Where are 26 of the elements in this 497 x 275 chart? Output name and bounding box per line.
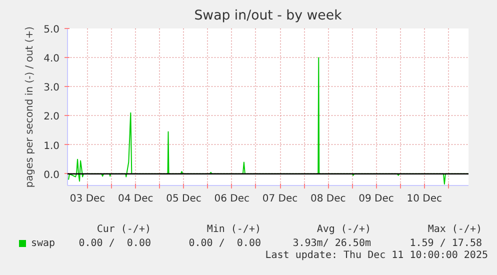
x-tick-label: 08 Dec: [310, 194, 346, 204]
y-axis-title: pages per second in (-) / out (+): [24, 26, 36, 188]
x-tick-label: 03 Dec: [70, 194, 106, 204]
text: 0.00 / 0.00: [188, 238, 261, 249]
chart-title: Swap in/out - by week: [194, 8, 342, 24]
x-tick-label: 10 Dec: [406, 194, 442, 204]
text: Min (-/+): [206, 224, 261, 235]
text: Avg (-/+): [316, 224, 371, 235]
y-tick-label: 2.0: [44, 112, 60, 123]
legend-label: swap: [31, 238, 56, 250]
text: Last update: Thu Dec 11 10:00:00 2025: [264, 250, 488, 262]
text: 0.00 / 0.00: [78, 238, 151, 249]
y-tick-label: 3.0: [44, 82, 60, 94]
text: 3.93m/ 26.50m: [292, 238, 371, 249]
x-tick-label: 04 Dec: [118, 194, 154, 204]
x-tick-label: 06 Dec: [214, 194, 250, 204]
x-tick-label: 05 Dec: [166, 194, 202, 204]
text: 1.59 / 17.58: [410, 238, 482, 249]
y-tick-label: 0.0: [44, 170, 60, 181]
y-tick-label: 1.0: [44, 140, 60, 152]
y-tick-label: 4.0: [44, 54, 60, 65]
y-tick-label: 5.0: [44, 24, 60, 36]
text: Cur (-/+): [96, 224, 151, 236]
x-tick-label: 07 Dec: [262, 194, 298, 204]
x-tick-label: 09 Dec: [358, 194, 394, 204]
text: Max (-/+): [428, 224, 482, 235]
